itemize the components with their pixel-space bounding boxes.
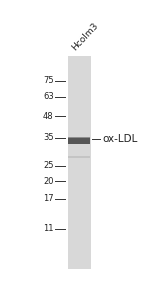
Text: ox-LDL: ox-LDL bbox=[102, 134, 138, 144]
Text: Hcolm3: Hcolm3 bbox=[70, 21, 100, 52]
Text: 20: 20 bbox=[43, 177, 54, 186]
Text: 75: 75 bbox=[43, 76, 54, 85]
Text: 25: 25 bbox=[43, 161, 54, 170]
Bar bbox=[68, 156, 90, 158]
Text: 11: 11 bbox=[43, 224, 54, 233]
Bar bbox=[68, 138, 90, 144]
Bar bbox=[68, 137, 90, 138]
Text: 35: 35 bbox=[43, 133, 54, 142]
Text: 63: 63 bbox=[43, 92, 54, 101]
Bar bbox=[68, 56, 91, 270]
Text: 17: 17 bbox=[43, 194, 54, 203]
Text: 48: 48 bbox=[43, 112, 54, 121]
